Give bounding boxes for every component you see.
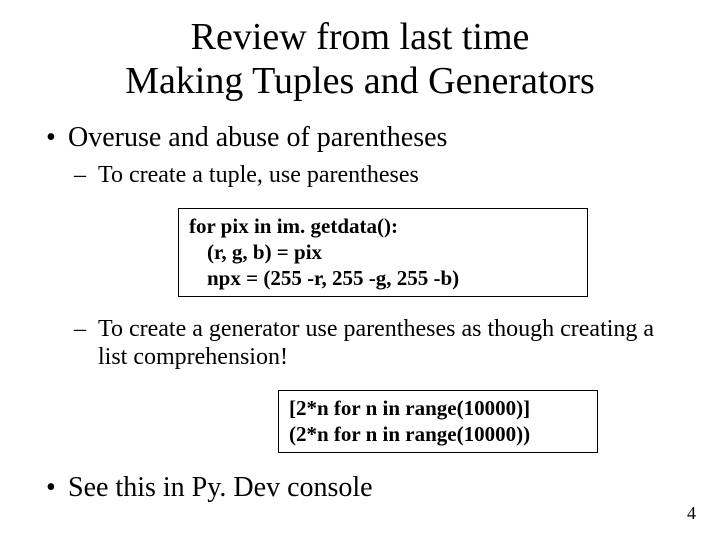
code1-line2: (r, g, b) = pix [189, 239, 577, 265]
slide-title: Review from last time Making Tuples and … [40, 16, 680, 103]
sub-bullet-tuple: To create a tuple, use parentheses [68, 161, 680, 190]
bullet-overuse-text: Overuse and abuse of parentheses [68, 122, 447, 153]
code-box-tuple: for pix in im. getdata(): (r, g, b) = pi… [178, 208, 588, 297]
sub-bullet-tuple-text: To create a tuple, use parentheses [98, 162, 419, 188]
slide: Review from last time Making Tuples and … [0, 0, 720, 540]
code-box-generator: [2*n for n in range(10000)] (2*n for n i… [278, 390, 598, 453]
code1-line1: for pix in im. getdata(): [189, 214, 398, 238]
sub-bullet-generator-text: To create a generator use parentheses as… [98, 316, 654, 371]
bullet-pydev: See this in Py. Dev console [40, 471, 680, 505]
code-box-wrap-1: for pix in im. getdata(): (r, g, b) = pi… [178, 200, 680, 309]
code-box-wrap-2: [2*n for n in range(10000)] (2*n for n i… [278, 382, 680, 465]
bullet-list: Overuse and abuse of parentheses To crea… [40, 121, 680, 504]
sub-bullet-list: To create a tuple, use parentheses [68, 161, 680, 190]
bullet-pydev-text: See this in Py. Dev console [68, 472, 373, 503]
title-line-1: Review from last time [191, 16, 530, 58]
sub-bullet-generator: To create a generator use parentheses as… [68, 315, 680, 373]
code2-line2: (2*n for n in range(10000)) [289, 422, 530, 446]
page-number: 4 [687, 503, 696, 524]
code1-line3: npx = (255 -r, 255 -g, 255 -b) [189, 265, 577, 291]
code2-line1: [2*n for n in range(10000)] [289, 396, 530, 420]
sub-bullet-list-2: To create a generator use parentheses as… [68, 315, 680, 373]
bullet-overuse: Overuse and abuse of parentheses To crea… [40, 121, 680, 464]
title-line-2: Making Tuples and Generators [125, 60, 595, 102]
